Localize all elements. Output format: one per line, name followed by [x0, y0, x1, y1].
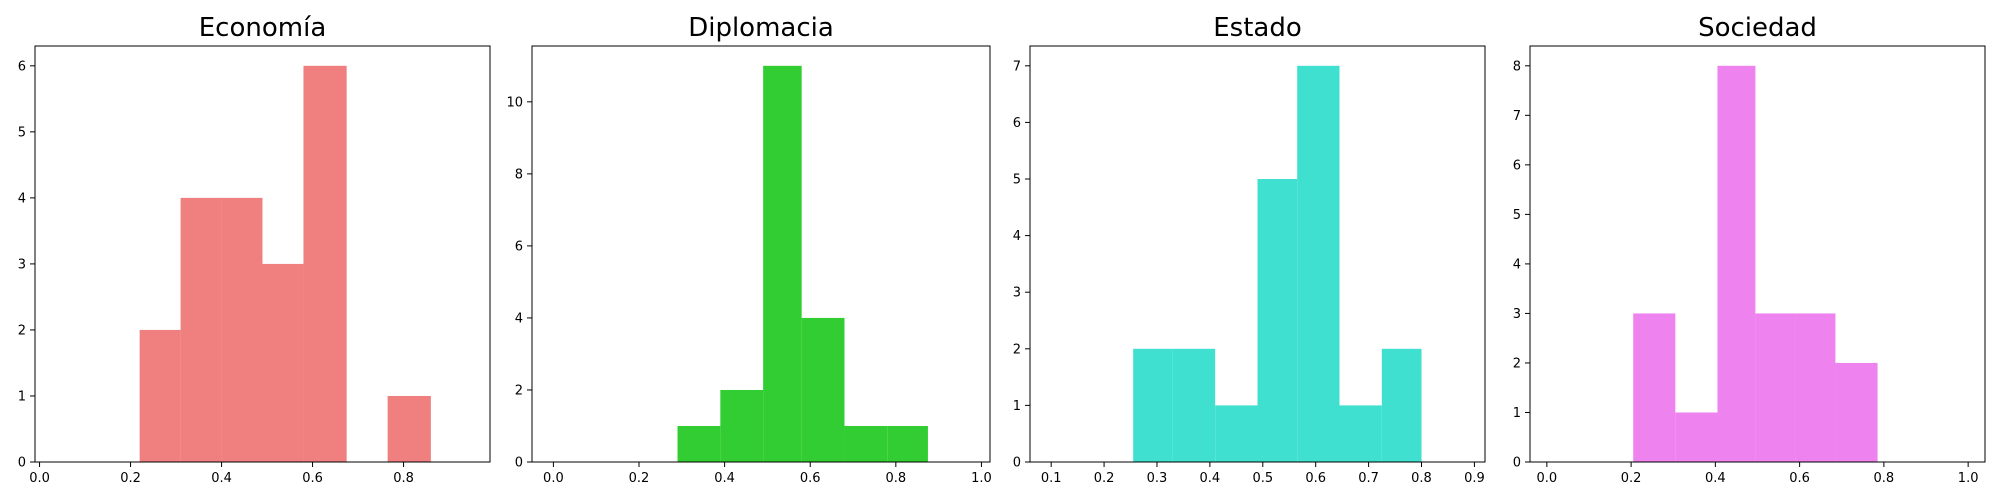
y-tick-label: 8: [515, 167, 523, 182]
x-tick-label: 0.0: [1537, 471, 1558, 486]
x-tick-label: 0.4: [1705, 471, 1726, 486]
x-tick-label: 0.6: [302, 471, 323, 486]
x-tick-label: 0.4: [211, 471, 232, 486]
x-tick-label: 0.6: [1789, 471, 1810, 486]
histogram-bar: [180, 197, 222, 462]
y-tick-label: 7: [1513, 109, 1521, 124]
x-tick-label: 0.8: [1411, 471, 1432, 486]
plot-frame: [1529, 45, 1986, 463]
subplot-1: 0.0 0.2 0.4 0.6 0.8 0 1 2 3 4 5 6 Economía: [18, 13, 491, 486]
subplot-4: 0.0 0.2 0.4 0.6 0.8 1.0 0 1 2 3 4 5 6 7 8 Sociedad: [1513, 13, 1986, 486]
histogram-bar: [1835, 362, 1878, 462]
histogram-bar: [1172, 348, 1216, 462]
histogram-bar: [887, 425, 928, 462]
y-tick-label: 3: [1013, 286, 1021, 301]
y-tick-label: 1: [1013, 399, 1021, 414]
y-tick-label: 5: [1513, 208, 1521, 223]
x-tick-label: 0.8: [393, 471, 414, 486]
y-tick-label: 4: [1513, 257, 1521, 272]
y-tick-label: 6: [1513, 158, 1521, 173]
histogram-bar: [677, 425, 721, 462]
y-tick-label: 0: [1513, 456, 1521, 471]
x-tick-label: 0.0: [29, 471, 50, 486]
histogram-bar: [1215, 405, 1258, 462]
histogram-bar: [1675, 412, 1718, 462]
subplot-2: 0.0 0.2 0.4 0.6 0.8 1.0 0 2 4 6 8 10 Diplomacia: [506, 13, 991, 486]
y-tick-label: 5: [18, 125, 26, 140]
histogram-bar: [1339, 405, 1382, 462]
y-tick-label: 3: [18, 257, 26, 272]
y-tick-label: 2: [1513, 356, 1521, 371]
plot-frame: [1029, 45, 1486, 463]
y-tick-label: 4: [1013, 229, 1021, 244]
histogram-bar: [1795, 313, 1836, 462]
x-tick-label: 0.2: [1094, 471, 1115, 486]
y-tick-label: 10: [506, 95, 523, 110]
x-tick-label: 0.4: [714, 471, 735, 486]
plot-frame: [34, 45, 491, 463]
y-tick-label: 6: [18, 59, 26, 74]
x-tick-label: 0.7: [1358, 471, 1379, 486]
chart-title: Economía: [199, 13, 327, 43]
chart-title: Estado: [1213, 13, 1302, 43]
y-tick-label: 0: [18, 456, 26, 471]
histogram-bar: [303, 65, 347, 463]
histogram-bar: [1633, 313, 1676, 462]
histogram-bar: [1717, 65, 1756, 463]
histogram-bar: [1297, 65, 1340, 463]
x-tick-label: 0.4: [1200, 471, 1221, 486]
y-tick-label: 0: [1013, 456, 1021, 471]
x-tick-label: 0.5: [1252, 471, 1273, 486]
x-tick-label: 0.1: [1041, 471, 1062, 486]
histogram-bar: [763, 65, 802, 463]
histogram-bar: [1755, 313, 1796, 462]
x-tick-label: 0.3: [1147, 471, 1168, 486]
plot-frame: [531, 45, 991, 463]
y-tick-label: 1: [1513, 406, 1521, 421]
x-tick-label: 0.2: [120, 471, 141, 486]
x-tick-label: 0.8: [885, 471, 906, 486]
histogram-bar: [801, 317, 845, 462]
y-tick-label: 0: [515, 456, 523, 471]
chart-title: Sociedad: [1698, 13, 1817, 43]
x-tick-label: 1.0: [971, 471, 992, 486]
x-tick-label: 1.0: [1958, 471, 1979, 486]
y-tick-label: 7: [1013, 59, 1021, 74]
y-tick-label: 6: [1013, 116, 1021, 131]
y-tick-label: 4: [515, 311, 523, 326]
x-tick-label: 0.2: [1621, 471, 1642, 486]
x-tick-label: 0.9: [1464, 471, 1485, 486]
histogram-bar: [387, 395, 431, 462]
y-tick-label: 8: [1513, 59, 1521, 74]
subplot-3: 0.1 0.2 0.3 0.4 0.5 0.6 0.7 0.8 0.9 0 1 2 3 4 5 6 7 Estad…: [1013, 13, 1486, 486]
y-tick-label: 4: [18, 191, 26, 206]
y-tick-label: 6: [515, 239, 523, 254]
histogram-bar: [221, 197, 263, 462]
histogram-bar: [1257, 179, 1298, 462]
y-tick-label: 5: [1013, 173, 1021, 188]
y-tick-label: 1: [18, 389, 26, 404]
x-tick-label: 0.6: [1305, 471, 1326, 486]
histogram-bar: [139, 329, 181, 462]
y-tick-label: 2: [1013, 342, 1021, 357]
histogram-bar: [720, 389, 764, 462]
histogram-bar: [262, 263, 304, 462]
x-tick-label: 0.6: [800, 471, 821, 486]
histogram-bar: [844, 425, 888, 462]
x-tick-label: 0.2: [629, 471, 650, 486]
y-tick-label: 3: [1513, 307, 1521, 322]
histogram-bar: [1133, 348, 1173, 462]
y-tick-label: 2: [18, 323, 26, 338]
x-tick-label: 0.8: [1874, 471, 1895, 486]
histogram-bar: [1381, 348, 1422, 462]
y-tick-label: 2: [515, 383, 523, 398]
chart-title: Diplomacia: [688, 13, 834, 43]
x-tick-label: 0.0: [543, 471, 564, 486]
